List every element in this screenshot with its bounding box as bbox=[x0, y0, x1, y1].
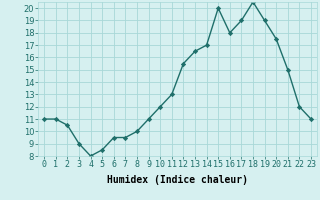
X-axis label: Humidex (Indice chaleur): Humidex (Indice chaleur) bbox=[107, 175, 248, 185]
